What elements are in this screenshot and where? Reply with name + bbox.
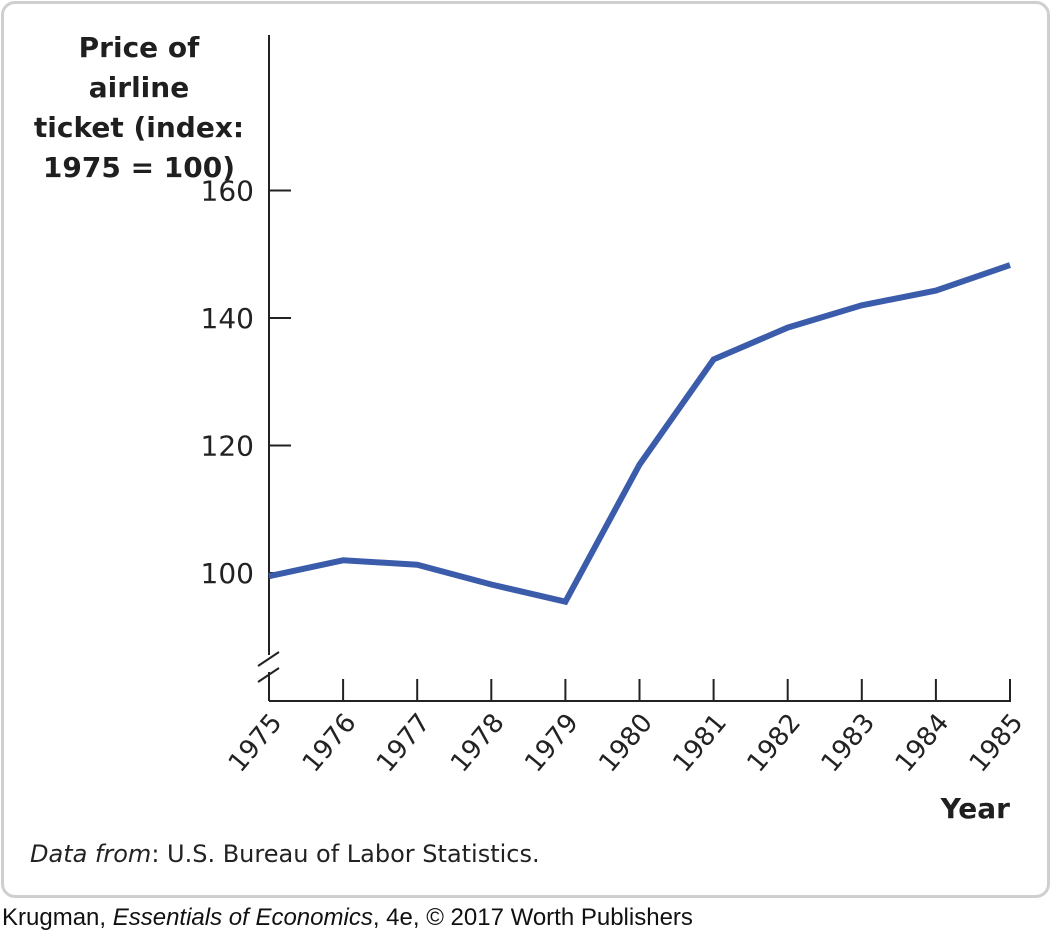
x-tick-label-1984: 1984 (890, 708, 956, 778)
x-tick-label-1975: 1975 (223, 708, 289, 778)
credit-author: Krugman, (2, 904, 113, 931)
x-tick-label-1978: 1978 (445, 708, 511, 778)
y-axis-label-line-1: Price of airline (78, 31, 200, 104)
x-tick-label-1980: 1980 (593, 708, 659, 778)
x-tick-label-1979: 1979 (519, 708, 585, 778)
y-tick-label-100: 100 (201, 557, 254, 590)
x-tick-label-1976: 1976 (297, 708, 363, 778)
y-axis-label-line-3: 1975 = 100) (42, 151, 236, 184)
credit-rest: , 4e, © 2017 Worth Publishers (372, 904, 693, 931)
y-tick-label-160: 160 (201, 175, 254, 208)
line-chart: 100 120 140 160 1975 1976 1977 1978 1979 1980 1981… (201, 35, 1030, 825)
credit-book-title: Essentials of Economics (112, 904, 373, 931)
axis-break-mark-bottom (257, 667, 280, 683)
y-axis-label: Price of airline ticket (index: 1975 = 1… (24, 28, 254, 188)
x-tick-label-1983: 1983 (816, 708, 882, 778)
y-tick-label-120: 120 (201, 430, 254, 463)
axis-break-mark-top (257, 651, 280, 667)
x-tick-label-1985: 1985 (964, 708, 1030, 778)
y-tick-label-140: 140 (201, 302, 254, 335)
y-axis-label-line-2: ticket (index: (33, 111, 245, 144)
data-source-prefix: Data from (30, 840, 152, 868)
series-line-0 (268, 262, 1011, 606)
copyright-credit: Krugman, Essentials of Economics, 4e, © … (2, 904, 693, 932)
x-axis-title: Year (940, 792, 1011, 825)
data-source-text: : U.S. Bureau of Labor Statistics. (151, 840, 540, 868)
data-source-note: Data from: U.S. Bureau of Labor Statisti… (30, 840, 540, 868)
figure-frame (1, 1, 1050, 898)
x-tick-label-1982: 1982 (742, 708, 808, 778)
x-tick-label-1981: 1981 (667, 708, 733, 778)
x-tick-label-1977: 1977 (371, 708, 437, 778)
